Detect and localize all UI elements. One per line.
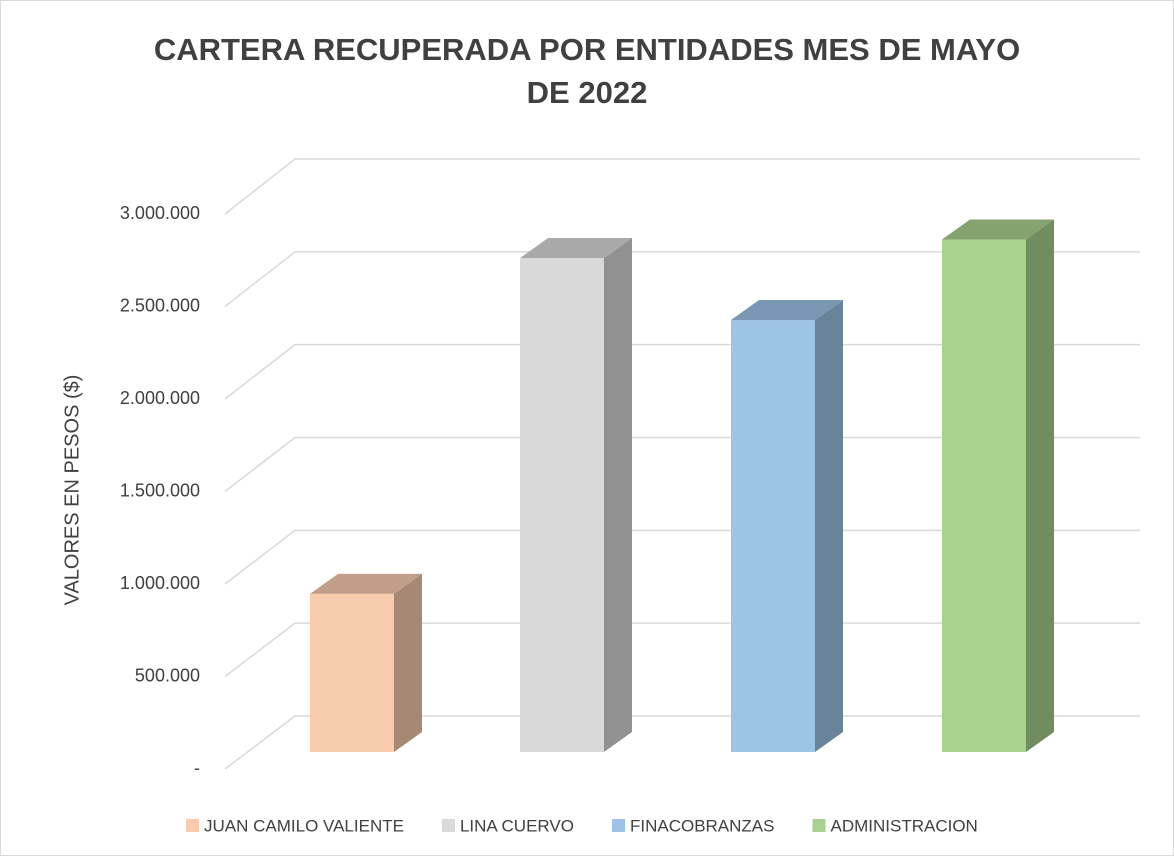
bar-side: [815, 300, 843, 752]
bar-top: [520, 238, 632, 259]
bar: [731, 320, 815, 752]
grid-line: [224, 715, 1140, 770]
legend-label: FINACOBRANZAS: [630, 816, 775, 835]
y-tick-label: 2.500.000: [120, 295, 200, 315]
grid-line: [224, 158, 1140, 215]
y-axis-label: VALORES EN PESOS ($): [61, 375, 83, 606]
grid-line: [224, 529, 1140, 585]
legend-swatch: [812, 819, 826, 832]
y-tick-label: 500.000: [135, 665, 200, 685]
y-tick-label: -: [194, 758, 200, 778]
y-tick-label: 1.000.000: [120, 573, 200, 593]
legend-label: LINA CUERVO: [460, 816, 574, 835]
bar-top: [310, 573, 422, 594]
bar-top: [942, 219, 1054, 240]
grid-line: [224, 251, 1140, 308]
bar-top: [731, 300, 843, 321]
legend-label: ADMINISTRACION: [831, 816, 978, 835]
bar: [310, 593, 394, 752]
grid-line: [224, 436, 1140, 493]
grid-line: [224, 622, 1140, 678]
bar-side: [394, 573, 422, 752]
legend-swatch: [441, 819, 455, 832]
bar-side: [1026, 219, 1054, 753]
grid-line: [224, 343, 1140, 400]
chart-title: CARTERA RECUPERADA POR ENTIDADES MES DE …: [153, 32, 1021, 110]
bar-side: [604, 238, 632, 753]
y-tick-label: 1.500.000: [120, 480, 200, 500]
bar: [942, 239, 1026, 753]
legend-swatch: [186, 819, 199, 832]
y-tick-label: 2.000.000: [120, 388, 200, 408]
bar: [520, 258, 604, 752]
legend-swatch: [611, 819, 625, 832]
y-tick-label: 3.000.000: [120, 203, 200, 223]
legend-label: JUAN CAMILO VALIENTE: [204, 816, 404, 835]
